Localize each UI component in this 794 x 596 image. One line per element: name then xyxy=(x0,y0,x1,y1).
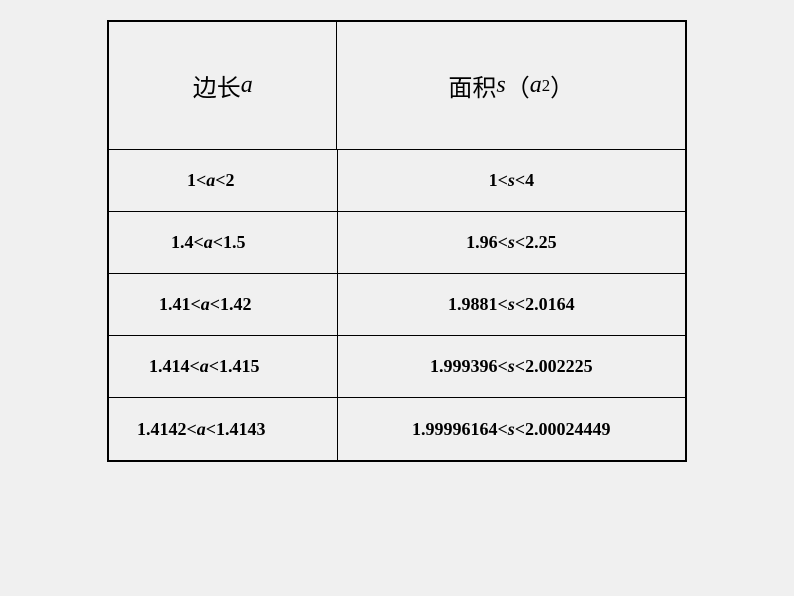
a-var: a xyxy=(204,232,213,253)
a-var: a xyxy=(197,419,206,440)
table-row: 1<a<2 1<s<4 xyxy=(109,150,685,212)
header-cell-area: 面积s（a2） xyxy=(337,22,685,149)
table-row: 1.4142<a<1.4143 1.99996164<s<2.00024449 xyxy=(109,398,685,460)
cell-a-range: 1.4142<a<1.4143 xyxy=(109,398,338,460)
header-paren-open: （ xyxy=(506,68,530,103)
s-high: 2.0164 xyxy=(525,294,575,315)
cell-s-range: 1.99996164<s<2.00024449 xyxy=(338,398,685,460)
a-var: a xyxy=(206,170,215,191)
s-var: s xyxy=(508,356,515,377)
s-var: s xyxy=(508,294,515,315)
table-row: 1.41<a<1.42 1.9881<s<2.0164 xyxy=(109,274,685,336)
s-var: s xyxy=(508,419,515,440)
cell-s-range: 1.96<s<2.25 xyxy=(338,212,685,273)
a-low: 1.41 xyxy=(159,294,191,315)
s-low: 1.9881 xyxy=(448,294,498,315)
s-high: 4 xyxy=(525,170,534,191)
s-var: s xyxy=(508,170,515,191)
s-high: 2.002225 xyxy=(525,356,593,377)
cell-a-range: 1<a<2 xyxy=(109,150,338,211)
cell-a-range: 1.414<a<1.415 xyxy=(109,336,338,397)
header-expr-base: a xyxy=(530,72,542,99)
s-low: 1.99996164 xyxy=(412,419,498,440)
s-low: 1 xyxy=(489,170,498,191)
s-high: 2.00024449 xyxy=(525,419,611,440)
header-paren-close: ） xyxy=(550,68,574,103)
cell-s-range: 1.999396<s<2.002225 xyxy=(338,336,685,397)
a-high: 1.5 xyxy=(223,232,246,253)
a-high: 1.42 xyxy=(220,294,252,315)
cell-s-range: 1<s<4 xyxy=(338,150,685,211)
header-left-prefix: 边长 xyxy=(193,68,241,103)
a-high: 2 xyxy=(226,170,235,191)
cell-s-range: 1.9881<s<2.0164 xyxy=(338,274,685,335)
a-var: a xyxy=(201,294,210,315)
header-cell-side-length: 边长a xyxy=(109,22,337,149)
a-low: 1.4 xyxy=(171,232,194,253)
s-low: 1.96 xyxy=(466,232,498,253)
table-row: 1.414<a<1.415 1.999396<s<2.002225 xyxy=(109,336,685,398)
a-high: 1.4143 xyxy=(216,419,266,440)
a-var: a xyxy=(200,356,209,377)
a-high: 1.415 xyxy=(219,356,260,377)
a-low: 1.4142 xyxy=(137,419,187,440)
s-low: 1.999396 xyxy=(430,356,498,377)
s-high: 2.25 xyxy=(525,232,557,253)
cell-a-range: 1.4<a<1.5 xyxy=(109,212,338,273)
a-low: 1.414 xyxy=(149,356,190,377)
s-var: s xyxy=(508,232,515,253)
header-right-prefix: 面积 xyxy=(448,68,496,103)
header-expr-sup: 2 xyxy=(542,76,550,96)
header-left-var: a xyxy=(241,72,253,99)
data-table: 边长a 面积s（a2） 1<a<2 1<s<4 1.4<a<1.5 1.96<s… xyxy=(107,20,687,462)
header-right-var: s xyxy=(496,72,505,99)
a-low: 1 xyxy=(187,170,196,191)
cell-a-range: 1.41<a<1.42 xyxy=(109,274,338,335)
table-header-row: 边长a 面积s（a2） xyxy=(109,22,685,150)
table-row: 1.4<a<1.5 1.96<s<2.25 xyxy=(109,212,685,274)
